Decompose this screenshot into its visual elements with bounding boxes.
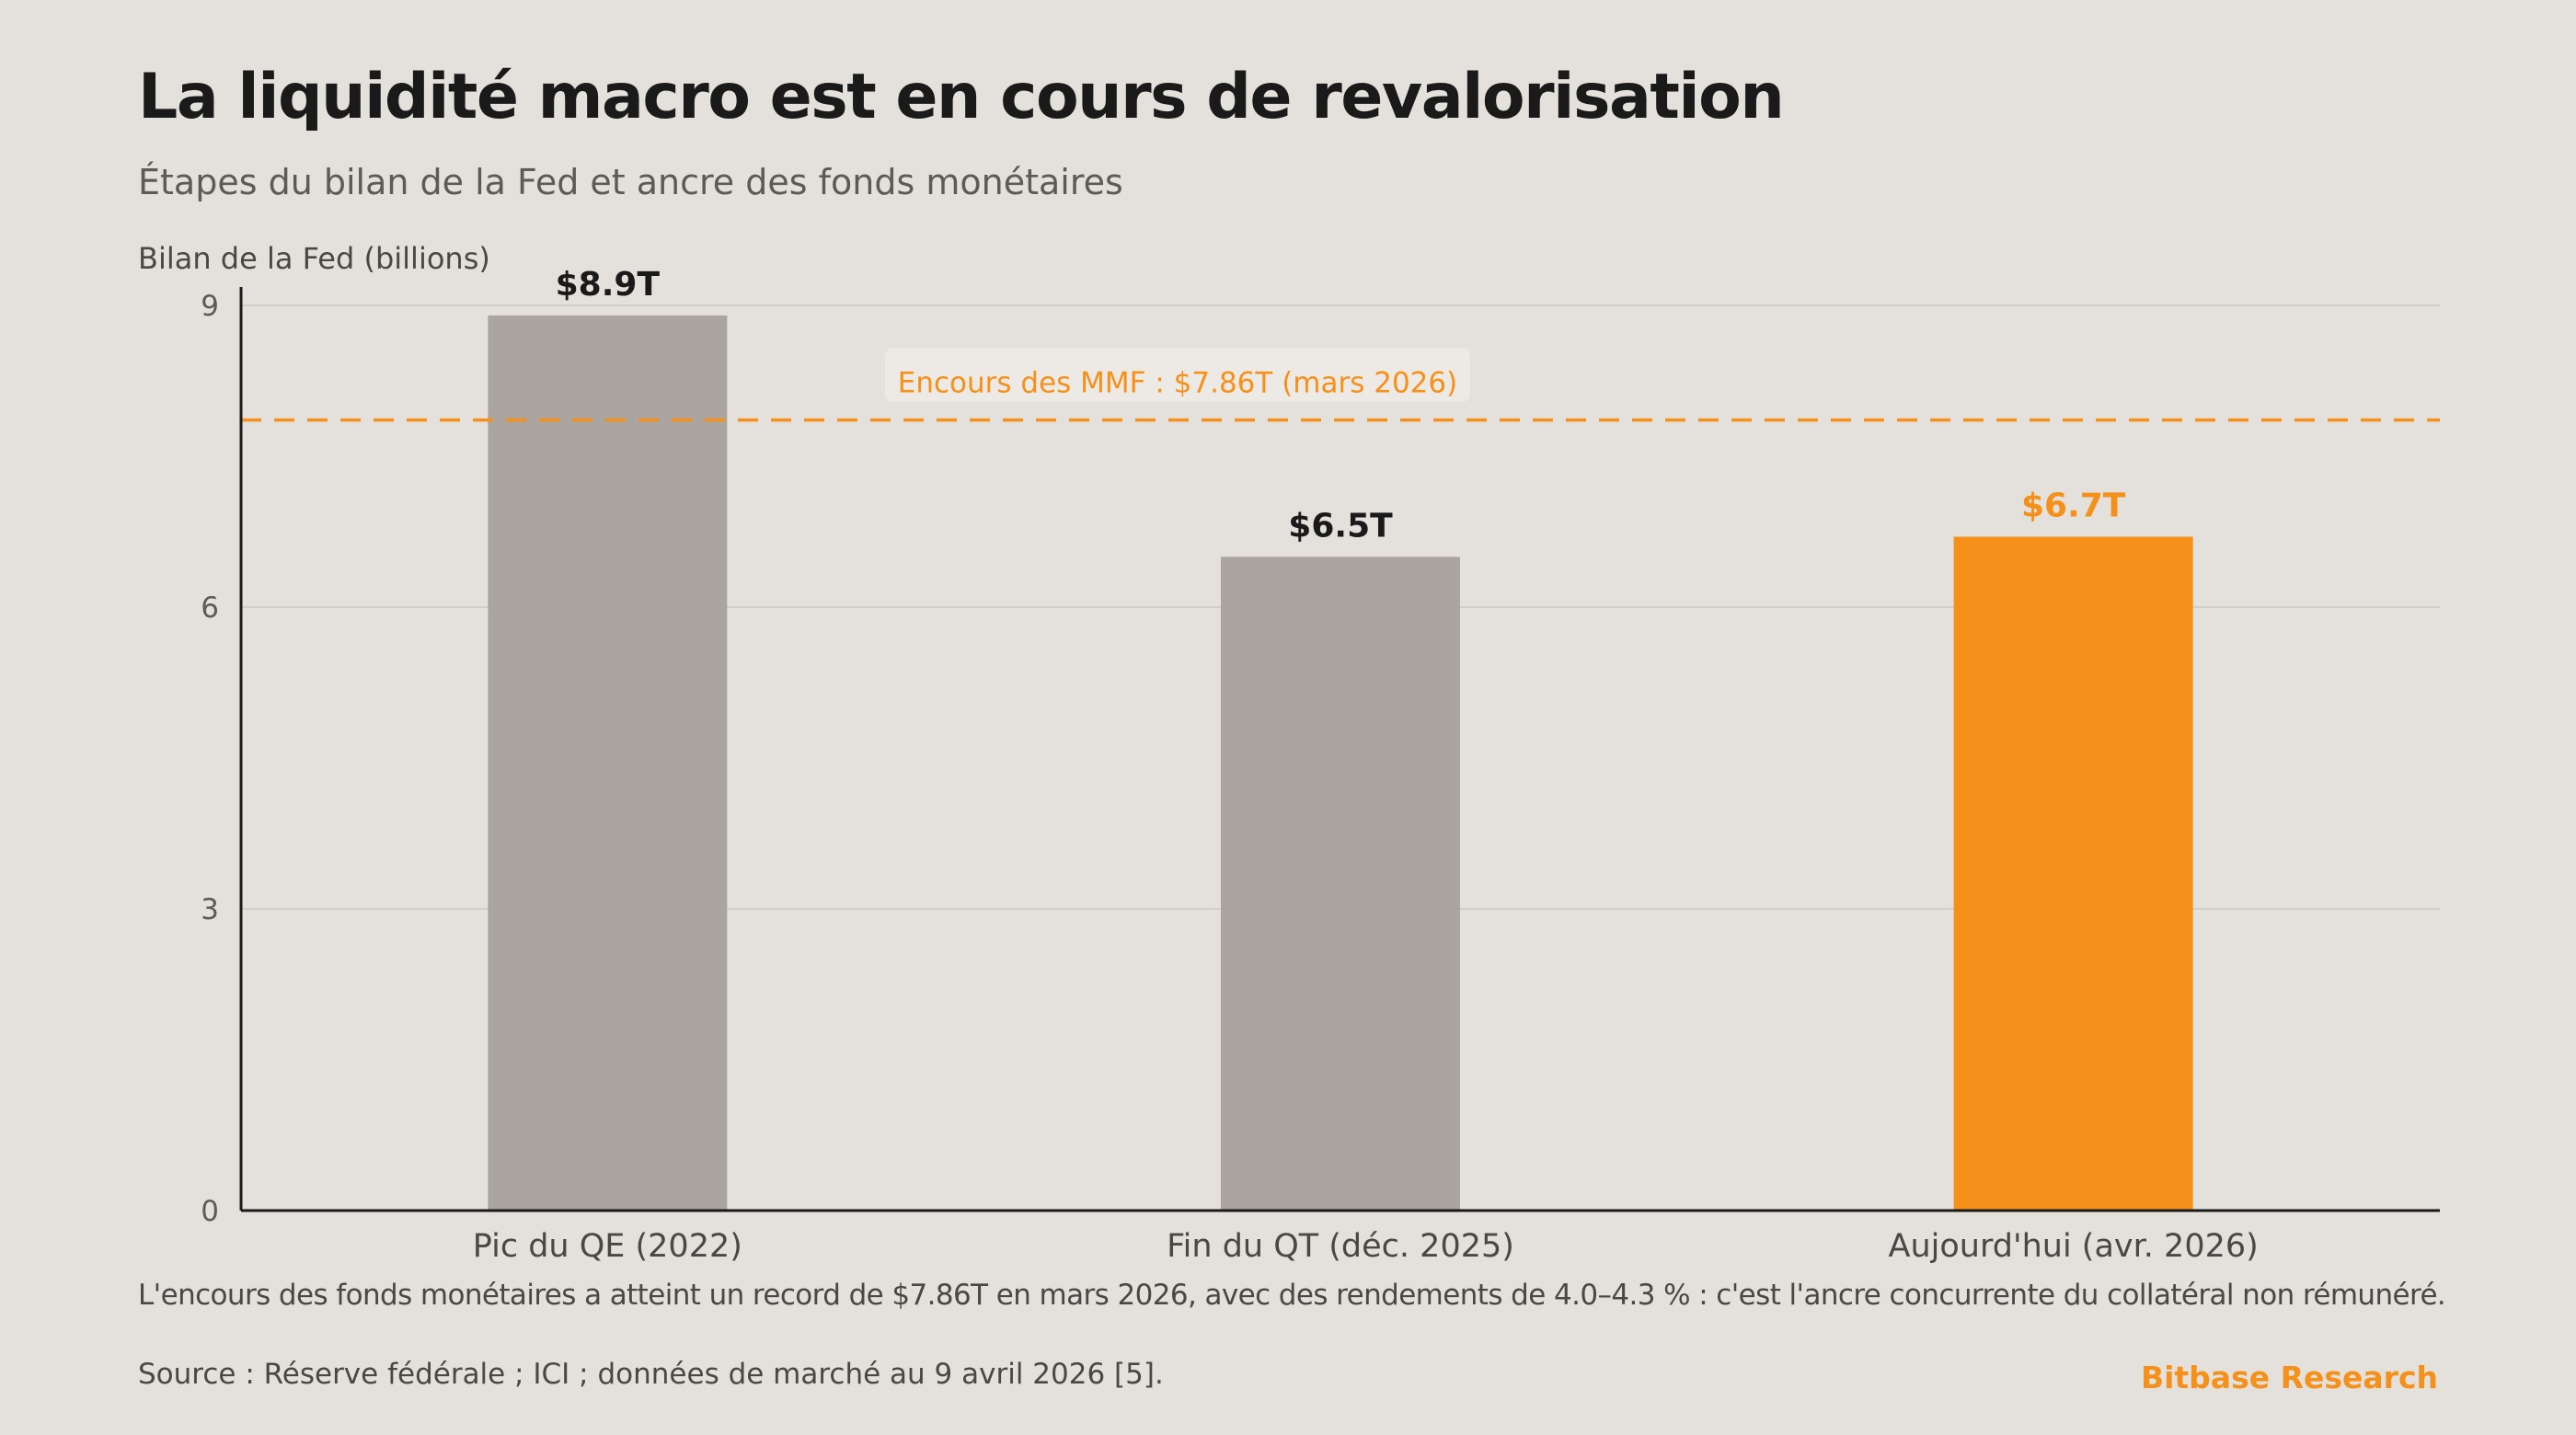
y-axis-label: Bilan de la Fed (billions) <box>138 241 490 276</box>
y-tick-label: 3 <box>201 893 219 926</box>
axes <box>239 287 2440 1212</box>
chart-caption: L'encours des fonds monétaires a atteint… <box>138 1279 2446 1312</box>
y-tick-label: 9 <box>201 290 219 323</box>
bar <box>1953 536 2193 1211</box>
x-tick-label: Aujourd'hui (avr. 2026) <box>1889 1228 2259 1265</box>
x-tick-label: Fin du QT (déc. 2025) <box>1167 1228 1514 1265</box>
bar-chart: Encours des MMF : $7.86T (mars 2026) 0 3 6… <box>201 266 2440 1265</box>
brand-logo-text: Bitbase Research <box>2140 1360 2438 1395</box>
bars <box>488 315 2193 1211</box>
reference-label-box <box>885 348 1470 402</box>
bar <box>1221 557 1460 1211</box>
y-tick-label: 0 <box>201 1195 219 1228</box>
labels: 0 3 6 9 $8.9T Pic du QE (2022) $6.5T Fin du QT … <box>201 266 2259 1265</box>
bar-value-label: $8.9T <box>556 266 661 304</box>
y-tick-label: 6 <box>201 591 219 625</box>
chart-title: La liquidité macro est en cours de reval… <box>138 61 1785 133</box>
x-tick-label: Pic du QE (2022) <box>473 1228 742 1265</box>
bar-value-label: $6.7T <box>2021 487 2126 524</box>
chart-subtitle: Étapes du bilan de la Fed et ancre des f… <box>138 162 1123 202</box>
source-note: Source : Réserve fédérale ; ICI ; donnée… <box>138 1358 1164 1391</box>
bar <box>488 315 728 1211</box>
reference-line-group: Encours des MMF : $7.86T (mars 2026) <box>241 348 2440 422</box>
bar-value-label: $6.5T <box>1288 507 1393 545</box>
reference-line-label: Encours des MMF : $7.86T (mars 2026) <box>898 367 1457 400</box>
